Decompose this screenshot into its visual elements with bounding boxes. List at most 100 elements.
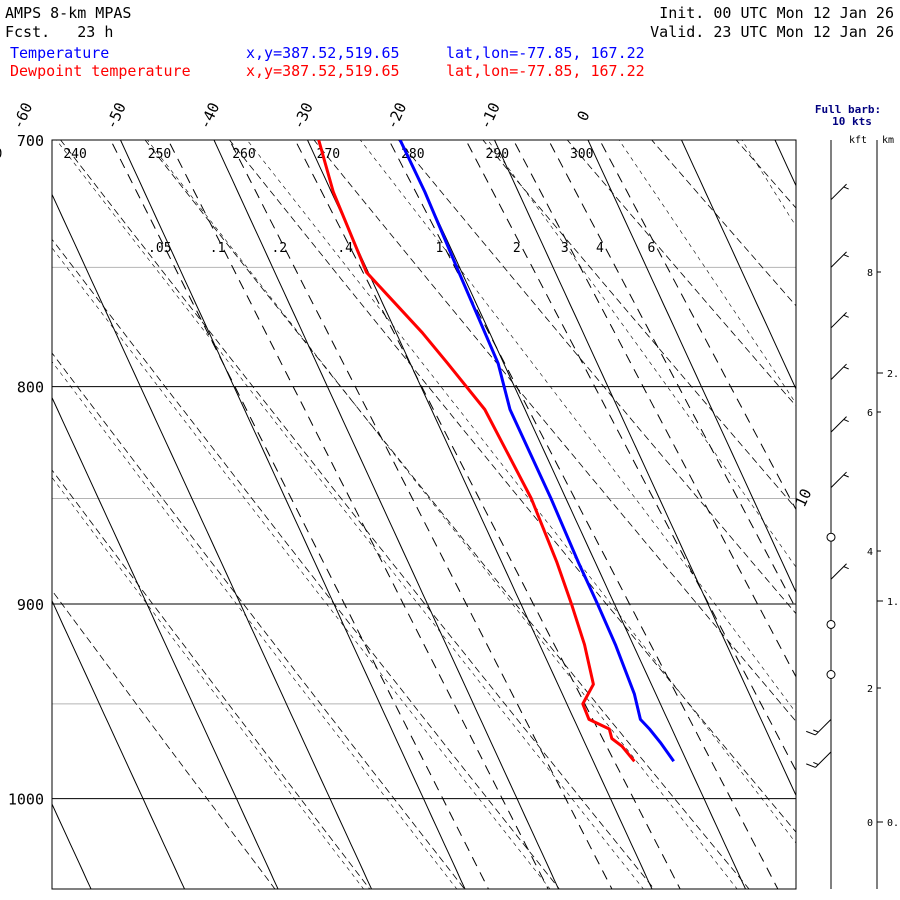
dry-adiabat [60, 140, 655, 889]
pressure-tick-label: 900 [17, 596, 44, 614]
valid-time: Valid. 23 UTC Mon 12 Jan 26 [650, 23, 894, 41]
isotherm [119, 140, 466, 889]
diagram-lines [52, 113, 900, 900]
wind-barb [830, 312, 849, 329]
isotherm [680, 140, 796, 391]
temperature-tick-label: -20 [383, 100, 411, 132]
isotherm [400, 140, 747, 889]
dry-adiabat [52, 352, 466, 889]
legend-temperature-latlon: lat,lon=-77.85, 167.22 [446, 44, 645, 62]
isotherm [856, 113, 900, 900]
dry-adiabat [797, 113, 900, 900]
mixing-ratio-label: .1 [210, 241, 226, 256]
km-tick-0: 0. [877, 818, 899, 829]
wind-barb [830, 251, 849, 268]
mixing-ratio-line [547, 140, 796, 610]
dewpoint-line [317, 140, 636, 763]
kft-label: kft [849, 135, 867, 146]
mixing-ratio-label: .2 [271, 241, 287, 256]
dry-adiabat [313, 140, 796, 722]
wind-barb-calm [826, 669, 836, 679]
theta-label: 290 [486, 147, 509, 162]
mixing-ratio-line [599, 140, 796, 511]
legend-dewpoint-xy: x,y=387.52,519.65 [246, 62, 400, 80]
isotherm [52, 802, 92, 889]
theta-label: 240 [63, 147, 86, 162]
kft-tick-label: 4 [867, 547, 873, 558]
temperature-tick-label: -10 [476, 100, 504, 132]
mixing-ratio-label: 6 [648, 241, 656, 256]
mixing-ratio-line [228, 140, 613, 889]
wind-barb [830, 563, 849, 580]
moist-adiabat [839, 116, 900, 900]
forecast-hour: Fcst. 23 h [5, 23, 113, 41]
theta-label: 300 [570, 147, 593, 162]
mixing-ratio-line [167, 140, 549, 889]
dry-adiabat [144, 140, 750, 889]
mixing-ratio-label: 2 [513, 241, 521, 256]
mixing-ratio-line [294, 140, 681, 889]
km-tick-1: 1. [877, 597, 899, 608]
mixing-ratio-label: .4 [337, 241, 353, 256]
wind-barb-calm [826, 619, 836, 629]
mixing-ratio-label: 1 [436, 241, 444, 256]
kft-tick-label: 8 [867, 268, 873, 279]
wind-barb [830, 363, 849, 380]
dry-adiabat [52, 469, 371, 889]
km-tick-2: 2. [877, 369, 899, 380]
dry-adiabat [482, 140, 796, 509]
fcst-label: Fcst. [5, 23, 51, 41]
temperature-line [398, 140, 675, 763]
isotherm [52, 396, 279, 889]
temperature-tick-label: 0 [573, 108, 593, 124]
model-title: AMPS 8-km MPAS [5, 4, 132, 22]
theta-label: 280 [401, 147, 424, 162]
mixing-ratio-line [465, 140, 796, 772]
temperature-tick-label: -30 [289, 100, 317, 132]
legend-dewpoint-name: Dewpoint temperature [10, 62, 191, 80]
init-time: Init. 00 UTC Mon 12 Jan 26 [659, 4, 894, 22]
kft-tick-0: 0 [867, 818, 881, 829]
moist-adiabat [741, 140, 796, 227]
mixing-ratio-line [512, 140, 796, 678]
profiles [317, 140, 675, 763]
pressure-tick-label: 800 [17, 379, 44, 397]
theta-label: 250 [148, 147, 171, 162]
isotherm [587, 140, 796, 594]
isotherm [52, 599, 186, 889]
km-tick-label: 2. [887, 369, 899, 380]
kft-tick-label: 6 [867, 408, 873, 419]
kft-tick-2: 2 [867, 684, 881, 695]
plot-frame [51, 139, 797, 890]
legend-dewpoint-latlon: lat,lon=-77.85, 167.22 [446, 62, 645, 80]
legend-temperature-name: Temperature [10, 44, 110, 62]
dry-adiabat [566, 140, 796, 407]
wind-panel-subtitle: 10 kts [832, 115, 872, 128]
isotherm [213, 140, 560, 889]
km-tick-label: 0. [887, 818, 899, 829]
legend-temperature-xy: x,y=387.52,519.65 [246, 44, 400, 62]
mixing-ratio-line [110, 140, 490, 889]
mixing-ratio-label: .05 [148, 241, 171, 256]
km-label: km [882, 135, 894, 146]
temperature-tick-label: 10 [791, 486, 815, 510]
temperature-tick-label: -50 [102, 100, 130, 132]
moist-adiabat [487, 140, 796, 568]
mixing-ratio-line [388, 140, 779, 889]
kft-tick-6: 6 [867, 408, 881, 419]
wind-barb [806, 751, 832, 768]
diagram-labels: 7008009001000-70-60-50-40-30-20-10010220… [0, 100, 815, 809]
kft-tick-8: 8 [867, 268, 881, 279]
wind-barb [806, 719, 832, 736]
wind-barb [830, 471, 849, 488]
wind-barb [830, 416, 849, 433]
theta-label: 230 [0, 147, 2, 162]
temperature-tick-label: -60 [9, 100, 37, 132]
kft-tick-4: 4 [867, 547, 881, 558]
isotherm [52, 193, 373, 889]
mixing-ratio-label: 3 [561, 241, 569, 256]
mixing-ratio-label: 4 [596, 241, 604, 256]
wind-barb-calm [826, 532, 836, 542]
dry-adiabat [52, 589, 276, 889]
